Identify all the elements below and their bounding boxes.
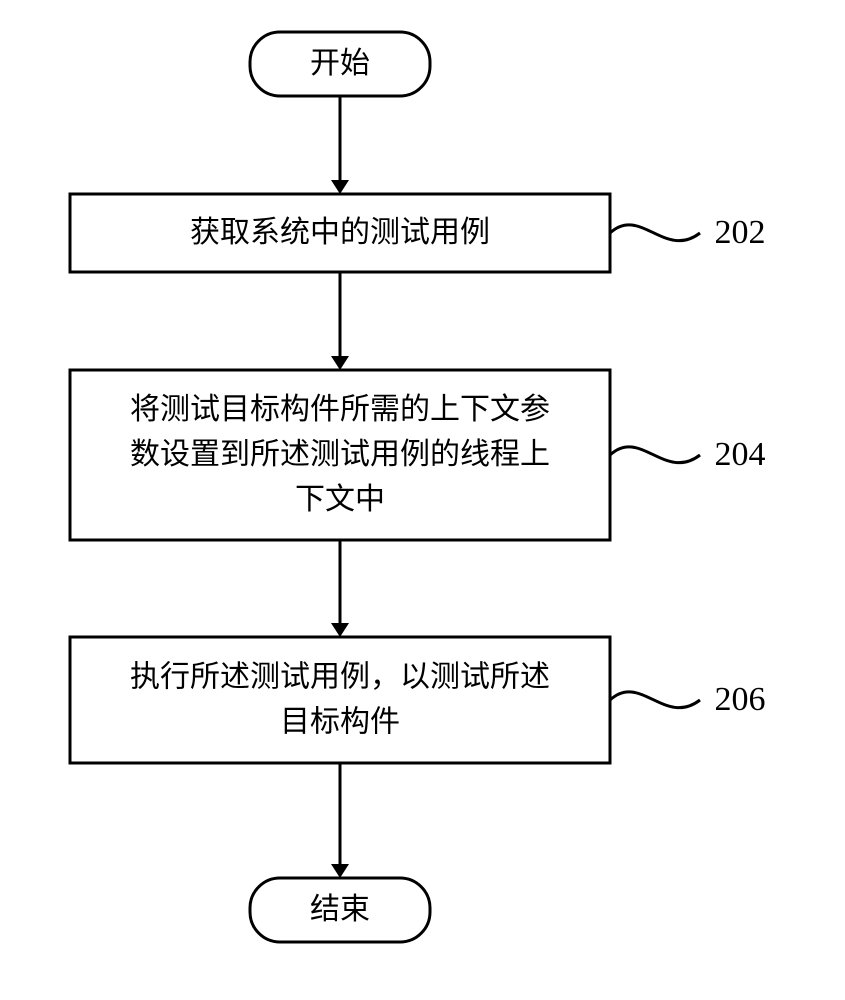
node-step3-line-0: 执行所述测试用例，以测试所述	[130, 660, 550, 693]
connector-c2	[610, 447, 700, 463]
node-step3-line-1: 目标构件	[280, 705, 400, 738]
arrow-a3	[331, 540, 349, 637]
node-end: 结束	[250, 878, 430, 942]
step-label-l1: 202	[715, 214, 766, 251]
node-step1-line-0: 获取系统中的测试用例	[190, 216, 490, 249]
node-step2: 将测试目标构件所需的上下文参数设置到所述测试用例的线程上下文中	[70, 370, 610, 540]
node-step2-line-1: 数设置到所述测试用例的线程上	[130, 438, 550, 471]
node-step2-line-2: 下文中	[295, 483, 385, 516]
arrow-a2	[331, 272, 349, 370]
step-label-l3: 206	[715, 681, 766, 718]
node-step2-line-0: 将测试目标构件所需的上下文参	[130, 393, 550, 426]
node-start: 开始	[250, 32, 430, 96]
node-start-label: 开始	[310, 47, 370, 80]
node-step3: 执行所述测试用例，以测试所述目标构件	[70, 637, 610, 763]
node-end-label: 结束	[310, 893, 370, 926]
connector-c1	[610, 225, 700, 241]
step-label-l2: 204	[715, 436, 766, 473]
connector-c3	[610, 692, 700, 708]
arrow-a4	[331, 763, 349, 878]
node-step1: 获取系统中的测试用例	[70, 194, 610, 272]
flowchart-diagram: 开始获取系统中的测试用例将测试目标构件所需的上下文参数设置到所述测试用例的线程上…	[0, 0, 845, 1000]
arrow-a1	[331, 96, 349, 194]
